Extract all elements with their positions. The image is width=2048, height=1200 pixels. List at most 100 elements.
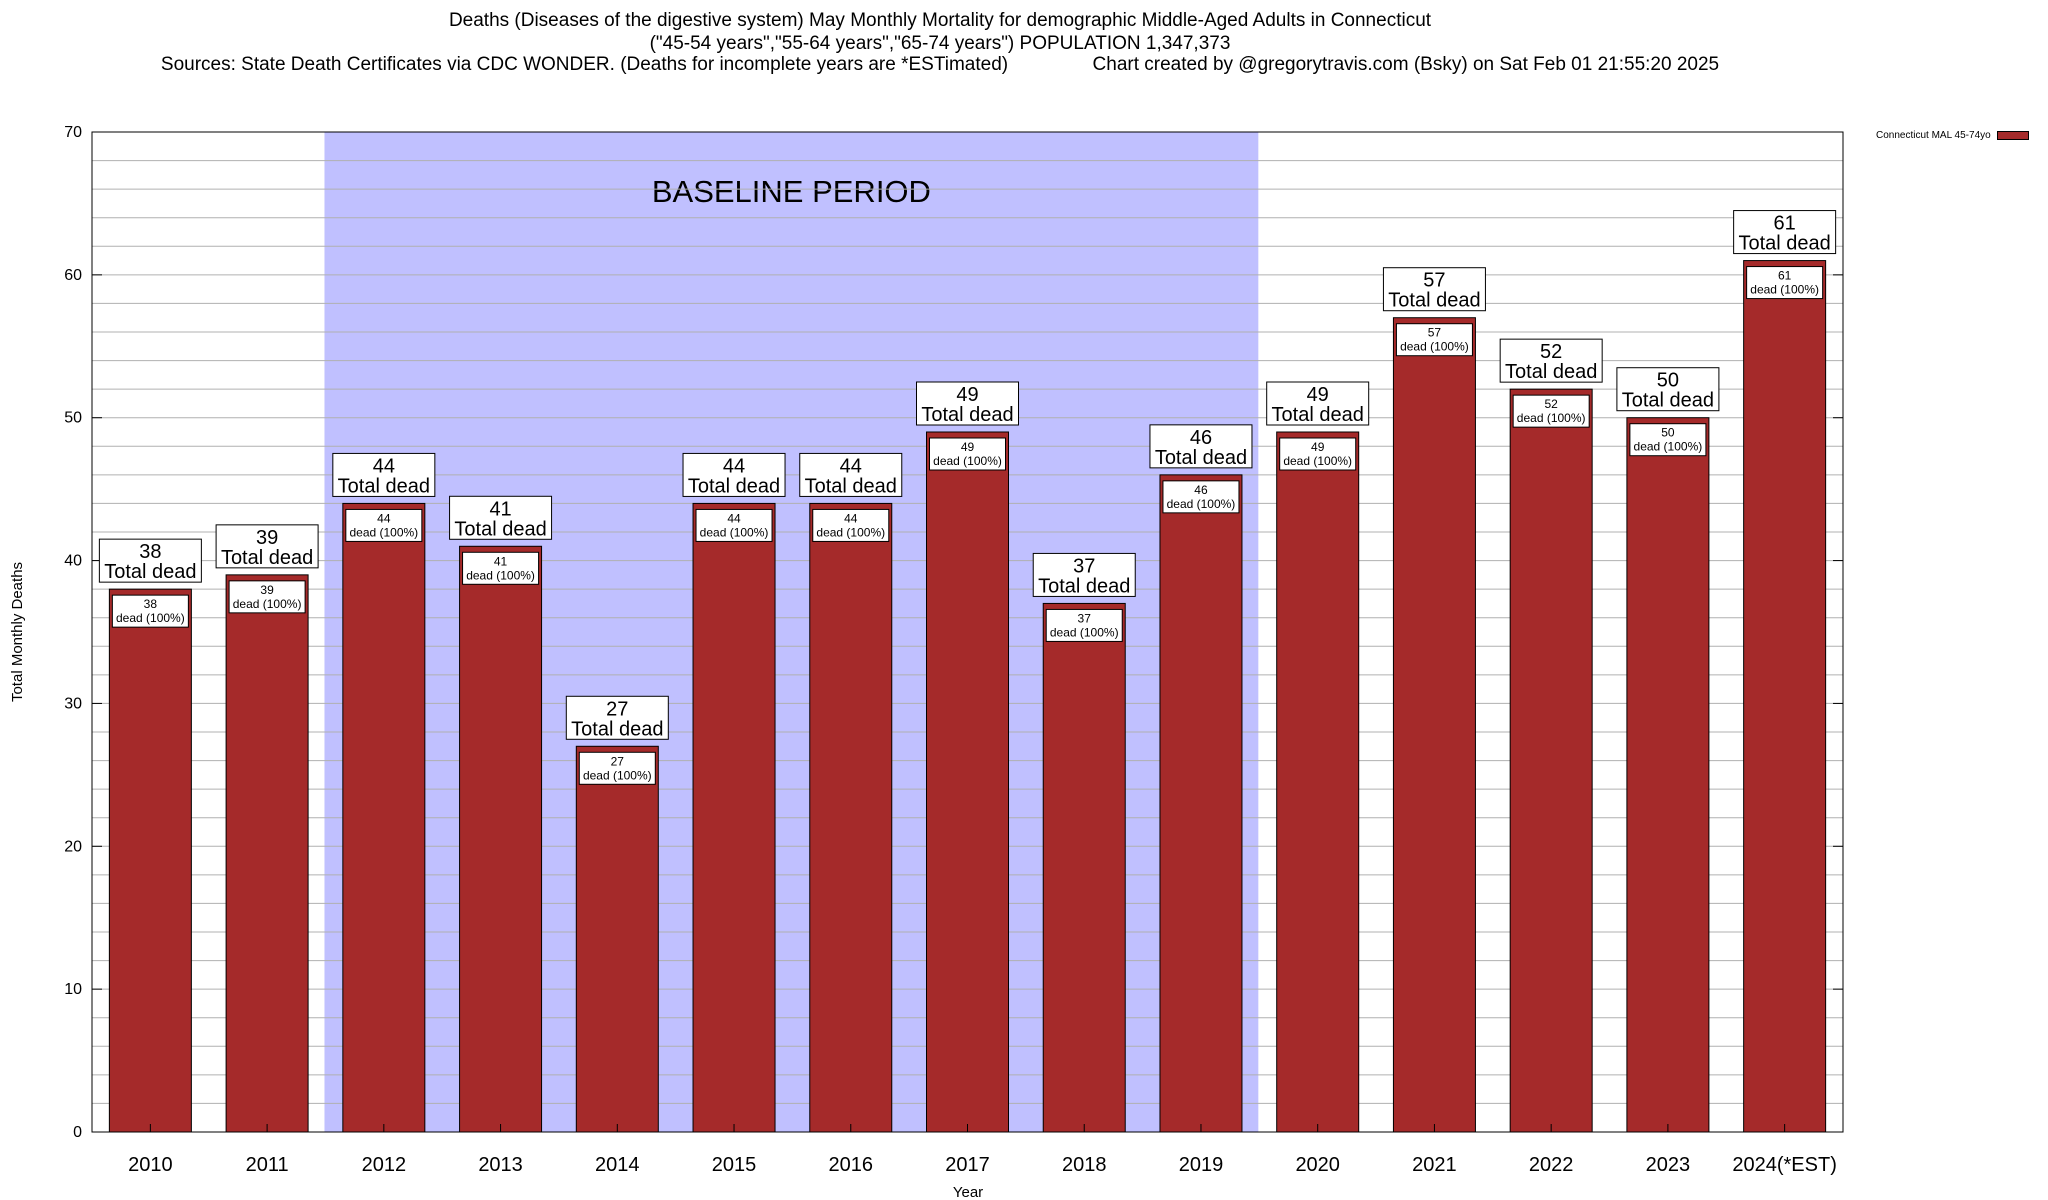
bar-inner-value: 46 — [1194, 483, 1208, 497]
title-line-1: Deaths (Diseases of the digestive system… — [448, 10, 1432, 31]
bar-inner-label-box — [1045, 608, 1123, 642]
bar-top-value: 50 — [1657, 370, 1679, 392]
x-tick-label: 2019 — [1179, 1154, 1224, 1176]
bar — [459, 545, 543, 1133]
bar-inner-label-box — [1512, 394, 1590, 428]
bar-inner-caption: dead (100%) — [1750, 283, 1819, 297]
bar-inner-value: 57 — [1428, 326, 1442, 340]
bar-inner-caption: dead (100%) — [466, 568, 535, 582]
legend-swatch — [1996, 131, 2029, 140]
y-tick-label: 60 — [64, 267, 82, 284]
bar — [1159, 474, 1243, 1133]
x-tick-label: 2012 — [362, 1154, 407, 1176]
bar-top-caption: Total dead — [1622, 390, 1714, 412]
bar-top-value: 27 — [606, 698, 628, 720]
x-tick-label: 2022 — [1529, 1154, 1574, 1176]
bar-top-label-box — [799, 452, 903, 497]
bar-inner-value: 52 — [1544, 397, 1558, 411]
bar-inner-label-box — [1746, 266, 1824, 300]
bar-inner-value: 44 — [377, 511, 391, 525]
bar-inner-caption: dead (100%) — [933, 454, 1002, 468]
bar — [1042, 602, 1126, 1133]
bar-top-label-box — [1266, 381, 1370, 426]
bar-inner-value: 44 — [844, 511, 858, 525]
x-tick-label: 2024(*EST) — [1732, 1154, 1837, 1176]
bar — [575, 745, 659, 1133]
bar-top-label-box — [916, 381, 1019, 426]
bar-top-value: 39 — [256, 527, 278, 549]
bar — [926, 431, 1009, 1133]
title-line-3: Sources: State Death Certificates via CD… — [160, 54, 1720, 75]
bar-top-label-box — [682, 452, 786, 497]
bar-top-value: 52 — [1540, 341, 1562, 363]
legend-label: Connecticut MAL 45-74yo — [1876, 130, 1991, 141]
bar-inner-caption: dead (100%) — [583, 768, 652, 782]
bar-top-label-box — [1382, 267, 1486, 312]
y-tick-label: 70 — [64, 124, 82, 141]
bar — [1743, 260, 1827, 1133]
bar-top-value: 49 — [1307, 384, 1329, 406]
bar-inner-label-box — [695, 508, 773, 542]
bar-inner-value: 37 — [1078, 611, 1092, 625]
bar-top-value: 41 — [489, 498, 511, 520]
title-line-2: ("45-54 years","55-64 years","65-74 year… — [649, 33, 1231, 54]
bar-top-caption: Total dead — [104, 561, 196, 583]
baseline-period-label: BASELINE PERIOD — [652, 174, 931, 209]
x-tick-label: 2023 — [1646, 1154, 1691, 1176]
bar-inner-caption: dead (100%) — [700, 525, 769, 539]
bar-top-label-box — [1616, 367, 1720, 412]
bar-top-label-box — [449, 495, 553, 540]
bar-inner-label-box — [929, 437, 1006, 471]
bar-inner-value: 61 — [1778, 269, 1792, 283]
bar-top-label-box — [1499, 338, 1603, 383]
bar-inner-caption: dead (100%) — [1517, 411, 1586, 425]
bar-inner-value: 38 — [144, 597, 158, 611]
bar-inner-caption: dead (100%) — [1400, 340, 1469, 354]
bar-top-value: 44 — [723, 455, 745, 477]
bar-top-value: 44 — [840, 455, 862, 477]
x-tick-label: 2010 — [128, 1154, 173, 1176]
bar — [1276, 431, 1360, 1133]
bar-top-caption: Total dead — [688, 475, 780, 497]
bar-top-caption: Total dead — [1155, 447, 1247, 469]
x-axis-label: Year — [953, 1184, 983, 1200]
bar — [342, 502, 426, 1133]
bar — [225, 574, 309, 1133]
bar-inner-label-box — [228, 580, 306, 614]
bar-top-caption: Total dead — [921, 404, 1013, 426]
x-tick-label: 2021 — [1412, 1154, 1457, 1176]
bar-inner-label-box — [1629, 423, 1707, 457]
bar-inner-value: 50 — [1661, 426, 1675, 440]
bar-top-label-box — [1032, 552, 1136, 597]
x-tick-label: 2013 — [478, 1154, 523, 1176]
bar-top-value: 37 — [1073, 555, 1095, 577]
bar-top-caption: Total dead — [338, 475, 430, 497]
bar-inner-label-box — [345, 508, 423, 542]
bar-inner-value: 27 — [611, 754, 625, 768]
bar-inner-label-box — [578, 751, 656, 785]
bar-inner-label-box — [111, 594, 189, 628]
bar-inner-value: 49 — [961, 440, 975, 454]
bar-top-caption: Total dead — [805, 475, 897, 497]
bar-inner-caption: dead (100%) — [1634, 440, 1703, 454]
bar-inner-value: 39 — [260, 583, 274, 597]
y-tick-label: 10 — [64, 981, 82, 998]
bar-top-label-box — [332, 452, 436, 497]
bar-top-value: 57 — [1423, 270, 1445, 292]
bar-top-caption: Total dead — [1738, 233, 1830, 255]
bar-inner-caption: dead (100%) — [1050, 625, 1119, 639]
bar-top-label-box — [215, 524, 319, 569]
bar-top-label-box — [1733, 210, 1837, 255]
bar — [1392, 317, 1476, 1133]
bar-top-caption: Total dead — [1038, 575, 1130, 597]
bar-inner-caption: dead (100%) — [116, 611, 185, 625]
bar-top-caption: Total dead — [221, 547, 313, 569]
y-tick-label: 30 — [64, 695, 82, 712]
y-tick-label: 40 — [64, 553, 82, 570]
legend: Connecticut MAL 45-74yo — [1876, 130, 2029, 141]
bar-top-value: 46 — [1190, 427, 1212, 449]
plot-border — [91, 131, 1844, 1133]
bar-inner-value: 41 — [494, 554, 508, 568]
x-tick-label: 2015 — [712, 1154, 757, 1176]
